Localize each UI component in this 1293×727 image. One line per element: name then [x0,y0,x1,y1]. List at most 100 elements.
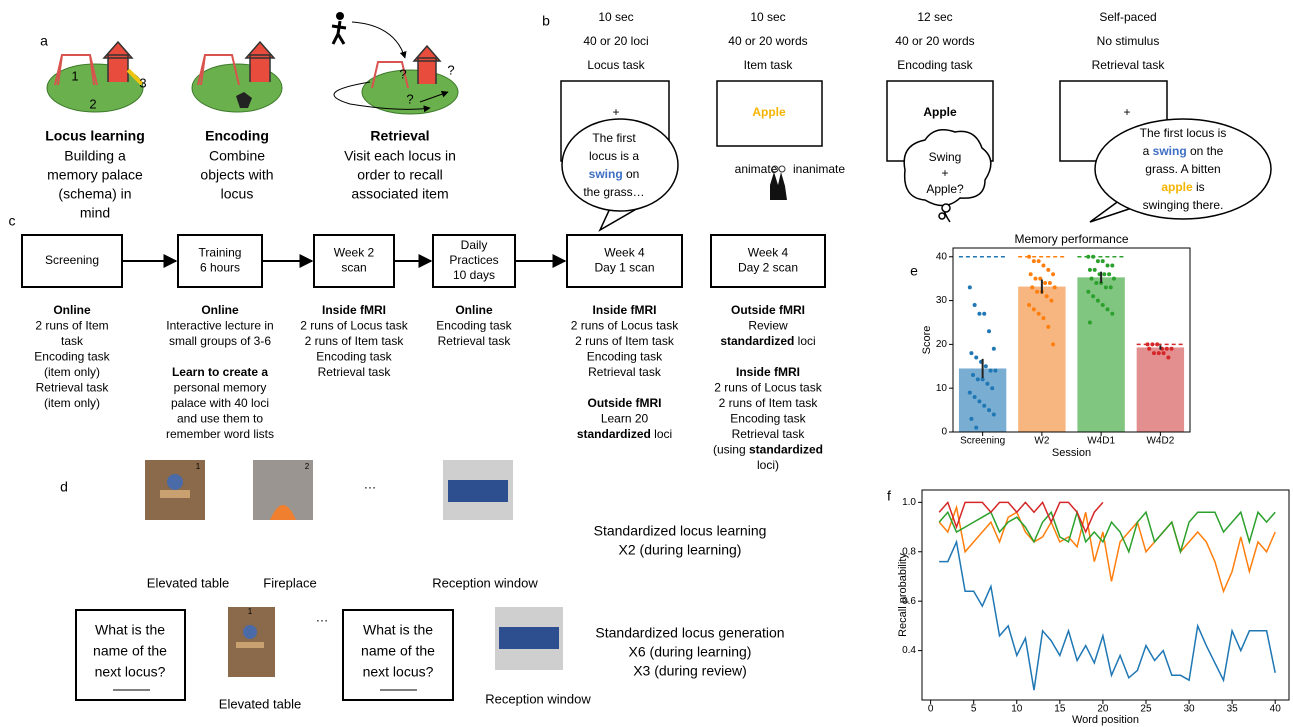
step-description: Encoding task [34,350,110,364]
score-point [1051,272,1055,276]
text-segment: Online [53,303,91,317]
step-description: Retrieval task [438,334,512,348]
item-title: Retrieval [370,128,429,144]
text-segment: Retrieval task [36,381,110,395]
task-duration: 12 sec [917,10,952,24]
score-point [1155,342,1159,346]
score-point [1110,264,1114,268]
task-name: Item task [744,58,794,72]
prompt-text: What is the [363,622,433,638]
text-segment: standardized [577,427,651,441]
score-point [984,364,988,368]
score-point [982,404,986,408]
x-tick-label: W4D2 [1146,436,1174,447]
text-segment: Encoding task [34,350,110,364]
question-mark: ? [399,66,406,81]
score-point [1086,255,1090,259]
text-segment: the grass… [583,185,644,199]
score-point [1049,299,1053,303]
score-point [1088,268,1092,272]
text-segment: (using [713,443,749,457]
score-point [982,312,986,316]
step-title: Screening [45,253,99,267]
task-name: Locus task [587,58,645,72]
y-tick-label: 0 [941,427,947,438]
step-title: 10 days [453,268,495,282]
step-title: Training [199,246,242,260]
score-point [1096,259,1100,263]
score-point [1104,285,1108,289]
score-point [987,408,991,412]
image-number: 2 [305,462,310,471]
text-segment: locus is a [589,149,639,163]
text-segment: Review [748,319,788,333]
score-point [977,312,981,316]
bubble-line: the grass… [583,185,644,199]
shape [414,46,440,84]
chart-title: Memory performance [1014,232,1128,246]
x-tick-label: 40 [1270,704,1282,715]
text-segment: 2 runs of Locus task [714,381,822,395]
text-segment: swing [1153,144,1187,158]
step-description: and use them to [177,412,263,426]
step-description: (item only) [44,365,100,379]
panel-label: b [542,13,550,29]
step-title: Daily [461,238,488,252]
task-name: Encoding task [897,58,973,72]
text-segment: loci [794,334,815,348]
step-description: palace with 40 loci [171,396,269,410]
step-description: Inside fMRI [592,303,656,317]
shape [499,627,559,649]
x-tick-label: 30 [1184,704,1196,715]
step-description: Learn to create a [172,365,268,379]
shape [246,42,274,82]
shape [243,625,257,639]
thought-line: + [941,166,948,180]
text-segment: on the [1187,144,1224,158]
score-point [1027,303,1031,307]
y-tick-label: 1.0 [902,497,916,508]
prompt-text: What is the [95,622,165,638]
condition-text: Standardized locus generation [595,625,784,641]
step-description: Retrieval task [36,381,110,395]
step-description: Inside fMRI [322,303,386,317]
panel-label: c [9,213,16,229]
y-tick-label: 10 [936,383,948,394]
score-point [1053,285,1057,289]
text-segment: 2 runs of Item [35,319,108,333]
locus-number: 2 [89,96,96,111]
score-point [1093,268,1097,272]
score-point [1101,303,1105,307]
page: {"panel_labels":["a","b","c","d","e","f"… [0,0,1293,727]
shape [352,22,405,58]
bubble-line: locus is a [589,149,639,163]
shape [336,12,344,20]
shape [332,21,346,44]
score-point [1088,320,1092,324]
score-point [990,386,994,390]
text-segment: Outside fMRI [588,396,662,410]
text-segment: swinging there. [1143,198,1224,212]
condition-text: X3 (during review) [633,663,747,679]
score-point [985,382,989,386]
prompt-text: next locus? [363,664,434,680]
recall-line [939,507,1275,591]
text-segment: The first [592,131,636,145]
score-point [968,391,972,395]
task-stimulus: 40 or 20 loci [583,34,648,48]
text-segment: Encoding task [730,412,806,426]
step-title: Week 2 [334,246,375,260]
item-title: Encoding [205,128,269,144]
response-label: inanimate [793,162,845,176]
score-point [1096,299,1100,303]
item-text: Combine [209,148,265,164]
x-axis-label: Session [1052,447,1091,459]
bubble-line: a swing on the [1143,144,1224,158]
illustration-encoding [192,42,282,112]
text-segment: Inside fMRI [592,303,656,317]
item-text: associated item [351,186,448,202]
score-point [1051,342,1055,346]
text-segment: The first locus is [1140,126,1227,140]
step-description: Retrieval task [318,365,392,379]
item-text: Building a [64,148,126,164]
